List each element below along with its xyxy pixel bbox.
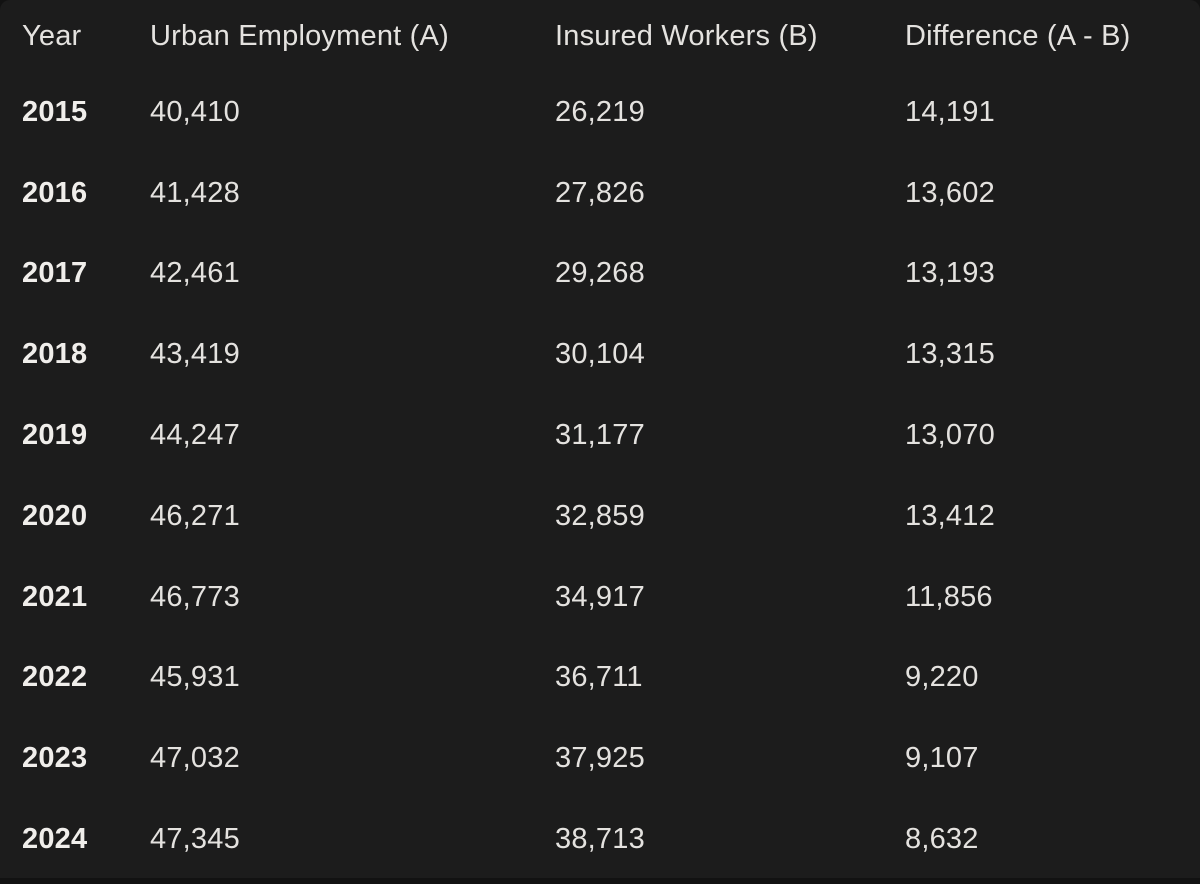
year-cell: 2024	[22, 823, 88, 856]
year-cell: 2020	[22, 499, 88, 532]
table-row: 2024 47,345 38,713 8,632	[0, 799, 1200, 878]
year-cell: 2021	[22, 580, 88, 613]
table-row: 2016 41,428 27,826 13,602	[0, 153, 1200, 234]
insured-workers-cell: 32,859	[555, 499, 645, 532]
table-row: 2020 46,271 32,859 13,412	[0, 476, 1200, 557]
difference-cell: 9,107	[905, 742, 979, 775]
difference-cell: 13,412	[905, 499, 995, 532]
insured-workers-cell: 26,219	[555, 95, 645, 128]
table-row: 2022 45,931 36,711 9,220	[0, 638, 1200, 719]
difference-cell: 8,632	[905, 823, 979, 856]
difference-cell: 13,602	[905, 176, 995, 209]
urban-employment-cell: 45,931	[150, 661, 240, 694]
insured-workers-cell: 34,917	[555, 580, 645, 613]
insured-workers-cell: 37,925	[555, 742, 645, 775]
urban-employment-cell: 46,773	[150, 580, 240, 613]
difference-cell: 14,191	[905, 95, 995, 128]
column-header-difference: Difference (A - B)	[905, 19, 1131, 52]
difference-cell: 11,856	[905, 580, 993, 613]
table-header-row: Year Urban Employment (A) Insured Worker…	[0, 0, 1200, 72]
urban-employment-cell: 47,345	[150, 823, 240, 856]
year-cell: 2023	[22, 742, 88, 775]
insured-workers-cell: 30,104	[555, 338, 645, 371]
insured-workers-cell: 36,711	[555, 661, 643, 694]
urban-employment-cell: 44,247	[150, 419, 240, 452]
column-header-year: Year	[22, 19, 82, 52]
table-row: 2015 40,410 26,219 14,191	[0, 72, 1200, 153]
urban-employment-cell: 42,461	[150, 257, 240, 290]
year-cell: 2018	[22, 338, 88, 371]
table-row: 2019 44,247 31,177 13,070	[0, 395, 1200, 476]
table-row: 2023 47,032 37,925 9,107	[0, 718, 1200, 799]
table-row: 2018 43,419 30,104 13,315	[0, 314, 1200, 395]
urban-employment-cell: 43,419	[150, 338, 240, 371]
table-row: 2021 46,773 34,917 11,856	[0, 557, 1200, 638]
table-row: 2017 42,461 29,268 13,193	[0, 234, 1200, 315]
urban-employment-cell: 41,428	[150, 176, 240, 209]
column-header-urban-employment: Urban Employment (A)	[150, 19, 449, 52]
urban-employment-cell: 40,410	[150, 95, 240, 128]
difference-cell: 9,220	[905, 661, 979, 694]
year-cell: 2016	[22, 176, 88, 209]
difference-cell: 13,315	[905, 338, 995, 371]
year-cell: 2019	[22, 419, 88, 452]
insured-workers-cell: 29,268	[555, 257, 645, 290]
insured-workers-cell: 31,177	[555, 419, 645, 452]
urban-employment-cell: 47,032	[150, 742, 240, 775]
year-cell: 2015	[22, 95, 88, 128]
difference-cell: 13,070	[905, 419, 995, 452]
year-cell: 2017	[22, 257, 88, 290]
difference-cell: 13,193	[905, 257, 995, 290]
insured-workers-cell: 38,713	[555, 823, 645, 856]
year-cell: 2022	[22, 661, 88, 694]
urban-employment-cell: 46,271	[150, 499, 240, 532]
column-header-insured-workers: Insured Workers (B)	[555, 19, 818, 52]
insured-workers-cell: 27,826	[555, 176, 645, 209]
